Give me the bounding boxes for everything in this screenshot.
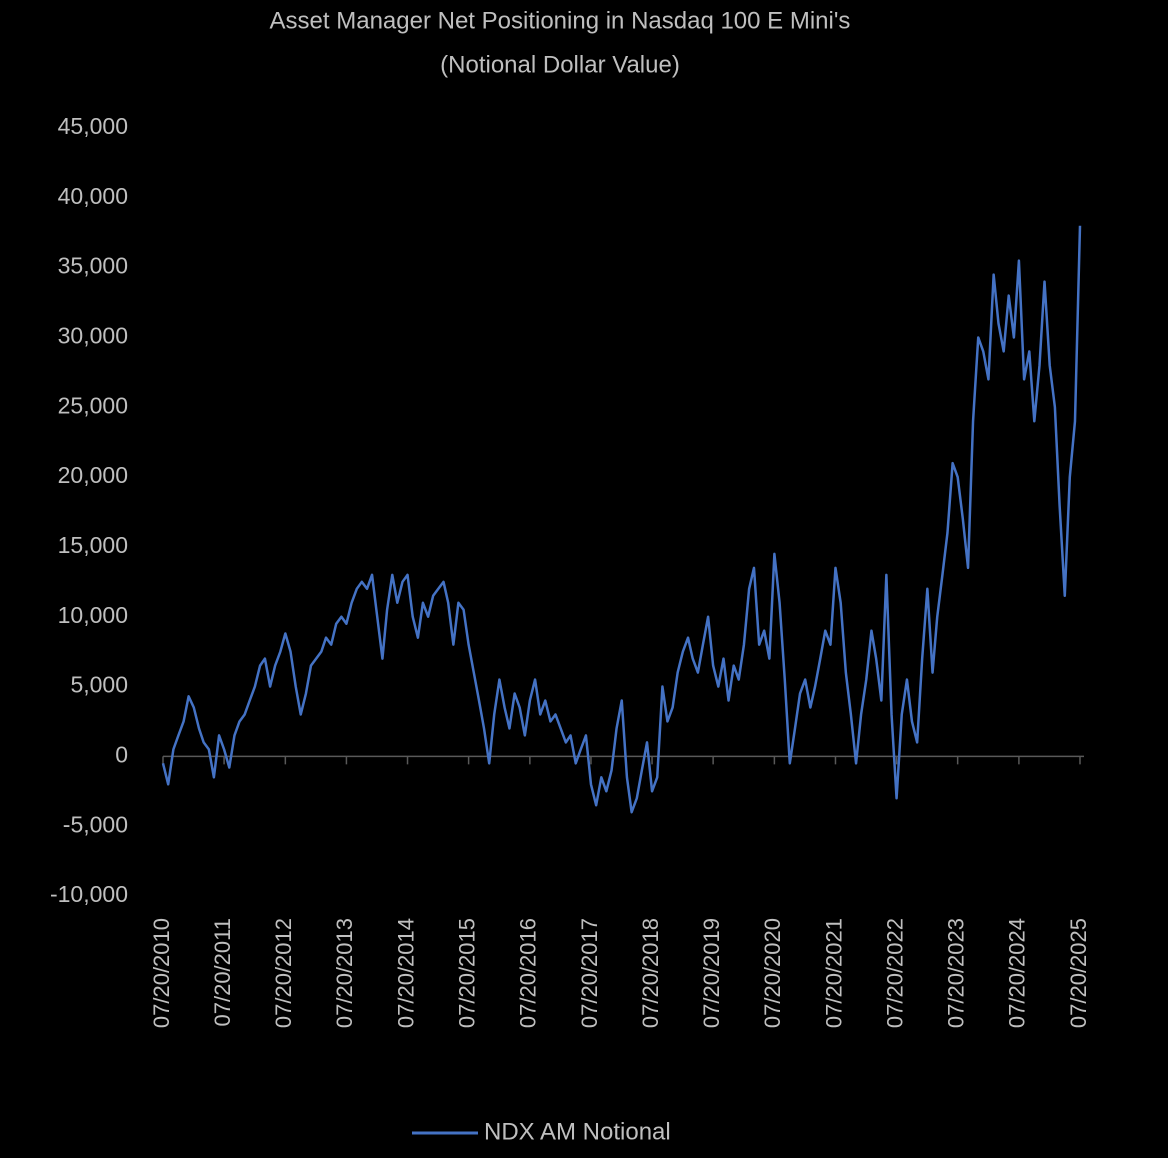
y-tick-label: 15,000 [58,532,128,558]
y-tick-label: 30,000 [58,323,128,349]
x-tick-label: 07/20/2018 [638,918,663,1028]
y-tick-label: 25,000 [58,392,128,418]
y-tick-label: -10,000 [50,881,128,907]
x-tick-label: 07/20/2010 [149,918,174,1028]
y-tick-label: 35,000 [58,253,128,279]
chart-subtitle: (Notional Dollar Value) [440,51,680,78]
y-tick-label: 45,000 [58,113,128,139]
x-tick-label: 07/20/2022 [882,918,907,1028]
y-tick-label: 5,000 [70,672,128,698]
chart-title: Asset Manager Net Positioning in Nasdaq … [270,7,851,34]
y-tick-label: 40,000 [58,183,128,209]
x-tick-label: 07/20/2011 [210,918,235,1026]
y-tick-label: 0 [115,741,128,767]
x-tick-label: 07/20/2025 [1066,918,1091,1028]
data-line [161,225,1082,814]
x-tick-label: 07/20/2016 [516,918,541,1028]
x-tick-label: 07/20/2017 [577,918,602,1028]
x-tick-label: 07/20/2014 [393,918,418,1028]
x-tick-label: 07/20/2024 [1005,918,1030,1028]
x-tick-label: 07/20/2021 [821,918,846,1028]
legend-label: NDX AM Notional [484,1118,671,1145]
y-tick-label: 10,000 [58,602,128,628]
x-tick-label: 07/20/2019 [699,918,724,1028]
x-tick-label: 07/20/2020 [760,918,785,1028]
x-tick-label: 07/20/2013 [332,918,357,1028]
x-tick-label: 07/20/2023 [943,918,968,1028]
y-tick-label: 20,000 [58,462,128,488]
x-tick-label: 07/20/2015 [454,918,479,1028]
x-tick-label: 07/20/2012 [271,918,296,1028]
y-tick-label: -5,000 [63,811,128,837]
